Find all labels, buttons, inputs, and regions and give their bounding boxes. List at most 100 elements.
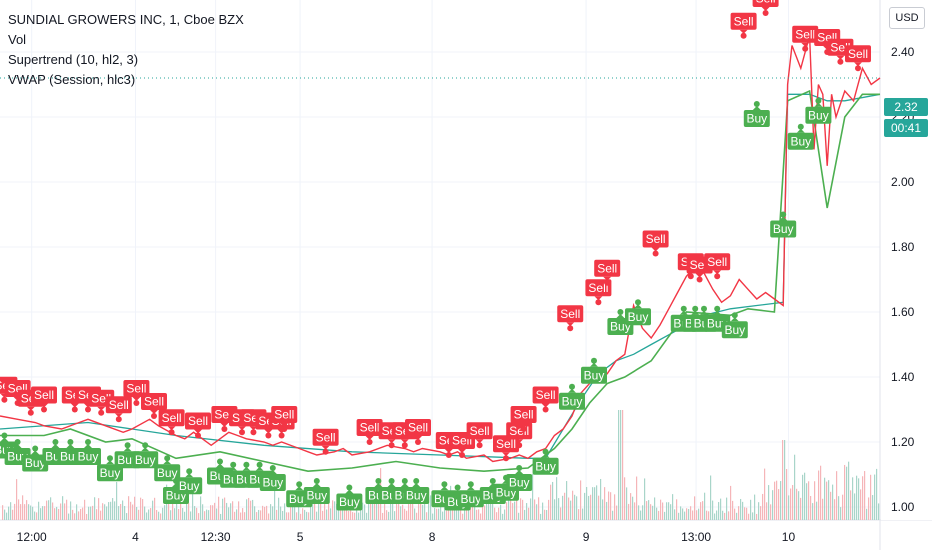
volume-bar <box>378 496 380 520</box>
sell-signal-pointer <box>713 270 722 275</box>
volume-bar <box>444 499 446 520</box>
volume-bar <box>564 492 566 520</box>
volume-bar <box>326 509 328 520</box>
sell-signal-pointer <box>387 439 396 444</box>
volume-bar <box>642 505 644 520</box>
sell-signal-label: Sell <box>470 424 490 438</box>
buy-signal-dot <box>569 383 575 390</box>
buy-signal-pointer <box>730 317 739 322</box>
volume-bar <box>782 440 784 520</box>
volume-bar <box>524 509 526 520</box>
volume-bar <box>734 508 736 520</box>
volume-bar <box>220 513 222 520</box>
buy-signal-box <box>154 464 181 482</box>
volume-bar <box>282 510 284 520</box>
volume-bar <box>300 513 302 520</box>
volume-bar <box>42 506 44 520</box>
volume-bar <box>578 509 580 520</box>
volume-bar <box>306 511 308 520</box>
sell-signal-box <box>594 259 621 277</box>
volume-bar <box>824 477 826 520</box>
buy-signal-box <box>176 477 203 495</box>
volume-bar <box>468 508 470 520</box>
volume-bar <box>430 495 432 520</box>
buy-signal-pointer <box>31 450 40 455</box>
sell-signal-label: Sell <box>360 421 380 435</box>
volume-bar <box>268 513 270 520</box>
buy-signal-dot <box>680 305 687 312</box>
volume-bar <box>600 478 602 520</box>
volume-bar <box>500 504 502 520</box>
volume-bar <box>570 500 572 520</box>
volume-bar <box>484 505 486 520</box>
x-tick-label: 12:30 <box>201 530 231 544</box>
sell-signal-dot <box>516 442 523 449</box>
volume-bar <box>772 490 774 520</box>
volume-bar <box>792 485 794 520</box>
volume-bar <box>440 500 442 520</box>
buy-signal-pointer <box>345 489 354 494</box>
buy-signal-pointer <box>541 453 550 458</box>
buy-signal-label: Buy <box>746 112 767 126</box>
volume-bar <box>770 504 772 520</box>
volume-bar <box>820 465 822 520</box>
volume-bar <box>92 505 94 520</box>
volume-bar <box>700 502 702 520</box>
volume-bar <box>800 497 802 520</box>
volume-bar <box>420 497 422 520</box>
sell-signal: Sell <box>123 380 150 406</box>
buy-signal-pointer <box>51 444 60 448</box>
buy-signal-label: Buy <box>509 476 530 490</box>
buy-signal: Buy <box>457 481 484 508</box>
volume-bar <box>6 512 8 520</box>
volume-bar <box>78 511 80 520</box>
buy-signal-dot <box>217 458 223 465</box>
volume-bar <box>436 508 438 520</box>
volume-bar <box>318 500 320 520</box>
sell-signal-pointer <box>365 436 374 440</box>
volume-bar <box>302 508 304 520</box>
sell-signal-box <box>752 0 779 7</box>
sell-signal-box <box>704 253 731 271</box>
volume-bar <box>206 509 208 520</box>
legend-volume: Vol <box>8 32 27 47</box>
sell-signal-pointer <box>444 449 453 453</box>
volume-bar <box>168 499 170 520</box>
sell-signal-box <box>532 386 559 404</box>
volume-bar <box>794 454 796 520</box>
volume-bar <box>304 509 306 520</box>
buy-signal-dot <box>489 478 496 484</box>
volume-bar <box>832 484 834 520</box>
currency-button[interactable]: USD <box>889 7 925 29</box>
volume-bar <box>806 483 808 520</box>
buy-signal-dot <box>401 478 408 484</box>
buy-signal-pointer <box>814 102 823 107</box>
sell-signal: Sell <box>642 230 669 257</box>
sell-signal-dot <box>278 432 285 439</box>
buy-signal-pointer <box>679 310 688 315</box>
volume-bar <box>712 500 714 520</box>
buy-signal-box <box>625 308 651 326</box>
sell-signal-dot <box>696 276 703 283</box>
sell-signal-pointer <box>475 439 484 444</box>
volume-bar <box>488 497 490 520</box>
sell-signal-pointer <box>541 403 550 408</box>
volume-bar <box>866 508 868 520</box>
volume-bar <box>674 509 676 520</box>
sell-signal: Sell <box>185 412 211 439</box>
sell-signal-dot <box>250 429 257 436</box>
volume-bar <box>672 494 674 520</box>
volume-bar <box>786 469 788 520</box>
sell-signal: Sell <box>405 419 431 445</box>
sell-signal: Sell <box>557 305 584 332</box>
volume-bar <box>294 502 296 520</box>
volume-bar <box>416 512 418 520</box>
sell-signal-dot <box>652 250 659 257</box>
sell-signal-pointer <box>739 29 748 34</box>
sell-signal-pointer <box>695 273 704 278</box>
volume-bar <box>82 507 84 520</box>
buy-signal-pointer <box>568 388 576 393</box>
volume-bar <box>848 461 850 520</box>
buy-signal-pointer <box>691 310 700 315</box>
